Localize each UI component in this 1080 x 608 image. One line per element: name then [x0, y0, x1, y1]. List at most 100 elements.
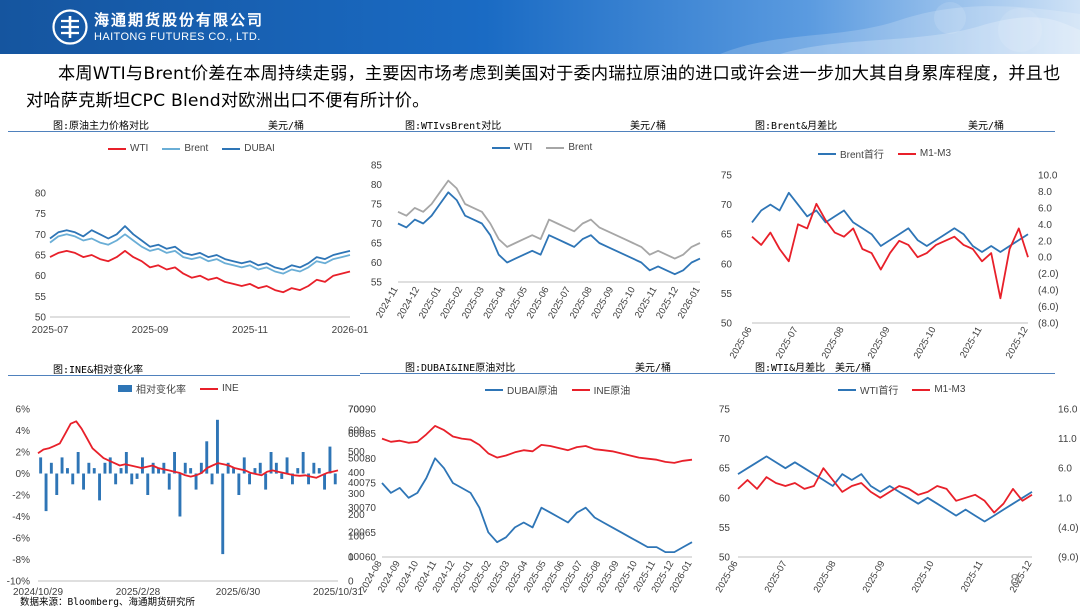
legend-label: WTI [514, 142, 533, 153]
y-tick-label-left: 70 [719, 434, 731, 445]
legend-label: M1-M3 [919, 148, 952, 159]
header-banner: 海通期货股份有限公司 HAITONG FUTURES CO., LTD. [0, 0, 1080, 54]
x-tick-label: 2025-11 [232, 325, 268, 336]
y-tick-label-left: 65 [371, 239, 383, 250]
change-rate-bar [130, 473, 134, 485]
panel-unit: 美元/桶 [630, 121, 667, 132]
y-tick-label-right: (9.0) [1058, 553, 1079, 564]
series-line-1 [381, 425, 693, 464]
change-rate-bar [328, 446, 332, 474]
y-tick-label-right: 700 [348, 405, 365, 416]
x-tick-label: 2025/6/30 [216, 587, 261, 598]
y-tick-label-left: 55 [719, 523, 731, 534]
chart-legend: 相对变化率 INE [118, 381, 239, 396]
panel-title-rule [360, 131, 710, 132]
legend-item-dubai: DUBAI [222, 143, 275, 154]
panel-title: 图:原油主力价格对比 [53, 121, 150, 132]
data-source: 数据来源：Bloomberg、海通期货研究所 [20, 597, 195, 608]
change-rate-bar [183, 462, 187, 474]
y-tick-label-left: 65 [35, 251, 47, 262]
change-rate-bar [242, 457, 246, 474]
panel-unit: 美元/桶 [635, 363, 672, 374]
series-line-0 [49, 249, 351, 294]
y-tick-label-right: 300 [348, 489, 365, 500]
legend-label: WTI [130, 143, 149, 154]
change-rate-bar [258, 462, 262, 474]
y-tick-label-right: 10.0 [1038, 171, 1058, 182]
legend-item-ine: INE [200, 381, 239, 396]
change-rate-bar [135, 473, 139, 479]
page-number: 8 [1010, 571, 1020, 589]
legend-label: Brent [568, 142, 593, 153]
x-tick-label: 2025-09 [861, 559, 888, 595]
series-line-1 [737, 467, 1033, 514]
x-tick-label: 2025-11 [959, 559, 986, 594]
change-rate-bar [248, 473, 251, 485]
legend-swatch [200, 387, 218, 390]
y-tick-label-left: 75 [371, 200, 383, 211]
panel-wti-month-spread: 图:WTI&月差比 美元/桶 WTI首行 M1-M3 50 55 60 65 70 75 (… [710, 355, 1080, 595]
y-tick-label-right: 11.0 [1058, 434, 1077, 445]
change-rate-bar [49, 462, 53, 474]
y-tick-label-left: 80 [365, 454, 377, 465]
series-line-1 [751, 202, 1029, 300]
y-tick-label-left: 85 [365, 429, 377, 440]
panel-title-rule [8, 375, 360, 376]
y-tick-label-left: 60 [35, 271, 47, 282]
series-line-0 [397, 191, 701, 276]
change-rate-bar [114, 473, 118, 485]
legend-label: Brent首行 [840, 150, 884, 161]
y-tick-label-right: (2.0) [1038, 269, 1059, 280]
legend-swatch [162, 147, 181, 150]
chart-svg: 6065707580859001002003004005006007002024… [348, 405, 695, 595]
y-tick-label-left: 60 [719, 493, 731, 504]
chart-svg: 50 55 60 65 70 75 (8.0) (6.0) (4.0) (2.0) 0.0 2.0 4.… [721, 171, 1059, 361]
y-tick-label-left: 4% [16, 426, 31, 437]
y-tick-label-left: 60 [721, 259, 733, 270]
y-tick-label-left: 75 [365, 479, 377, 490]
series-line-1 [397, 179, 701, 260]
change-rate-bar [167, 473, 171, 490]
legend-swatch [912, 388, 931, 391]
series-line-0 [751, 191, 1029, 253]
change-rate-bar [162, 462, 166, 474]
y-tick-label-right: (8.0) [1038, 319, 1059, 330]
x-tick-label: 2025-08 [812, 559, 839, 595]
change-rate-bar [87, 462, 91, 474]
change-rate-bar [119, 468, 123, 474]
y-tick-label-right: 400 [348, 478, 365, 489]
y-tick-label-left: 50 [35, 313, 47, 324]
y-tick-label-right: 16.0 [1058, 405, 1078, 416]
y-tick-label-right: 100 [348, 531, 365, 542]
y-tick-label-right: 300 [348, 503, 365, 514]
change-rate-bar [103, 462, 107, 474]
x-tick-label: 2025-09 [132, 325, 169, 336]
logo-english-name: HAITONG FUTURES CO., LTD. [94, 30, 261, 43]
y-tick-label-right: 600 [348, 429, 365, 440]
y-tick-label-left: -6% [12, 534, 30, 545]
y-tick-label-left: 85 [371, 161, 383, 172]
legend-swatch [897, 152, 916, 155]
change-rate-bar [317, 468, 321, 474]
legend-label: WTI首行 [860, 386, 899, 397]
chart-svg: -10%-8%-6%-4%-2%0%2%4%6%0100200300400500… [7, 405, 365, 599]
y-tick-label-left: -10% [7, 577, 30, 588]
panel-unit: 美元/桶 [968, 121, 1005, 132]
legend-label: M1-M3 [934, 384, 966, 395]
chart-svg: 50 55 60 65 70 75 (9.0) (4.0) 1.0 6.0 11.0 16.0 2025… [714, 405, 1079, 595]
legend-swatch [838, 388, 856, 391]
legend-item-ine: INE原油 [571, 382, 630, 397]
y-tick-label-right: (4.0) [1038, 286, 1059, 297]
haitong-logo-icon [52, 9, 88, 45]
panel-unit: 美元/桶 [268, 121, 305, 132]
y-tick-label-right: 100 [348, 552, 365, 563]
legend-item-wti: WTI [108, 143, 148, 154]
change-rate-bar [210, 473, 214, 485]
chart-svg: 50 55 60 65 70 75 80 2025-07 2025-09 2025-11 2026-… [32, 189, 369, 337]
y-tick-label-left: 75 [719, 405, 731, 416]
change-rate-bar [173, 452, 176, 474]
series-line-2 [49, 225, 351, 271]
legend-item-change-rate: 相对变化率 [118, 381, 186, 396]
change-rate-bar [280, 473, 284, 479]
y-tick-label-right: 700 [348, 405, 365, 416]
